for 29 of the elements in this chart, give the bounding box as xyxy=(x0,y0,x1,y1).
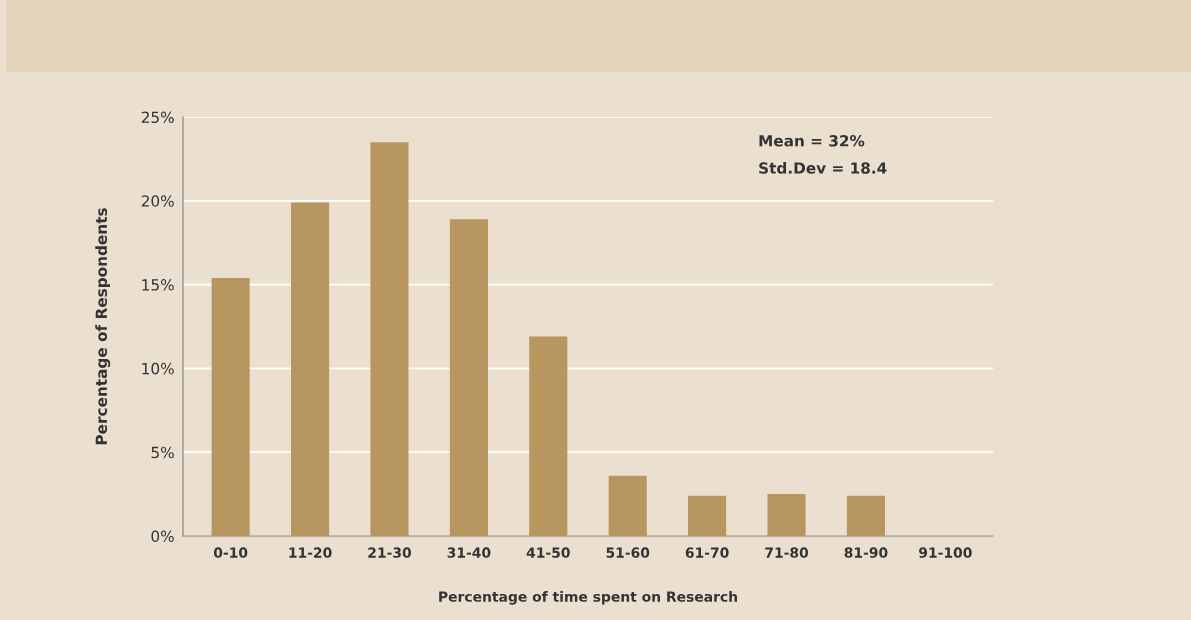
y-tick-label: 25% xyxy=(141,111,174,124)
bar xyxy=(211,277,250,536)
y-axis-title: Percentage of Respondents xyxy=(95,208,111,445)
y-tick-label: 15% xyxy=(142,279,174,291)
bar xyxy=(846,495,885,536)
x-tick-label: 41-50 xyxy=(526,547,570,558)
x-tick-label: 81-90 xyxy=(844,547,888,558)
bar xyxy=(370,142,409,536)
bar xyxy=(688,495,727,536)
x-tick-label: 91-100 xyxy=(919,547,972,558)
bar xyxy=(291,202,330,536)
x-tick-label: 61-70 xyxy=(685,547,729,558)
x-tick-label: 0-10 xyxy=(213,547,248,558)
x-tick-label: 31-40 xyxy=(447,547,491,558)
x-tick-label: 51-60 xyxy=(606,547,650,558)
x-axis-title: Percentage of time spent on Research xyxy=(439,591,737,605)
x-tick-label: 71-80 xyxy=(765,547,809,558)
annotation: Std.Dev = 18.4 xyxy=(759,161,887,174)
bar xyxy=(767,494,806,536)
bar xyxy=(449,219,488,536)
y-tick-label: 20% xyxy=(141,195,174,207)
annotation: Mean = 32% xyxy=(759,135,865,147)
bar xyxy=(529,336,568,536)
bar xyxy=(608,475,647,536)
y-tick-label: 10% xyxy=(142,362,174,375)
y-tick-label: 5% xyxy=(151,446,174,459)
y-tick-label: 0% xyxy=(151,530,174,543)
x-tick-label: 21-30 xyxy=(368,547,412,558)
x-tick-label: 11-20 xyxy=(289,547,332,558)
